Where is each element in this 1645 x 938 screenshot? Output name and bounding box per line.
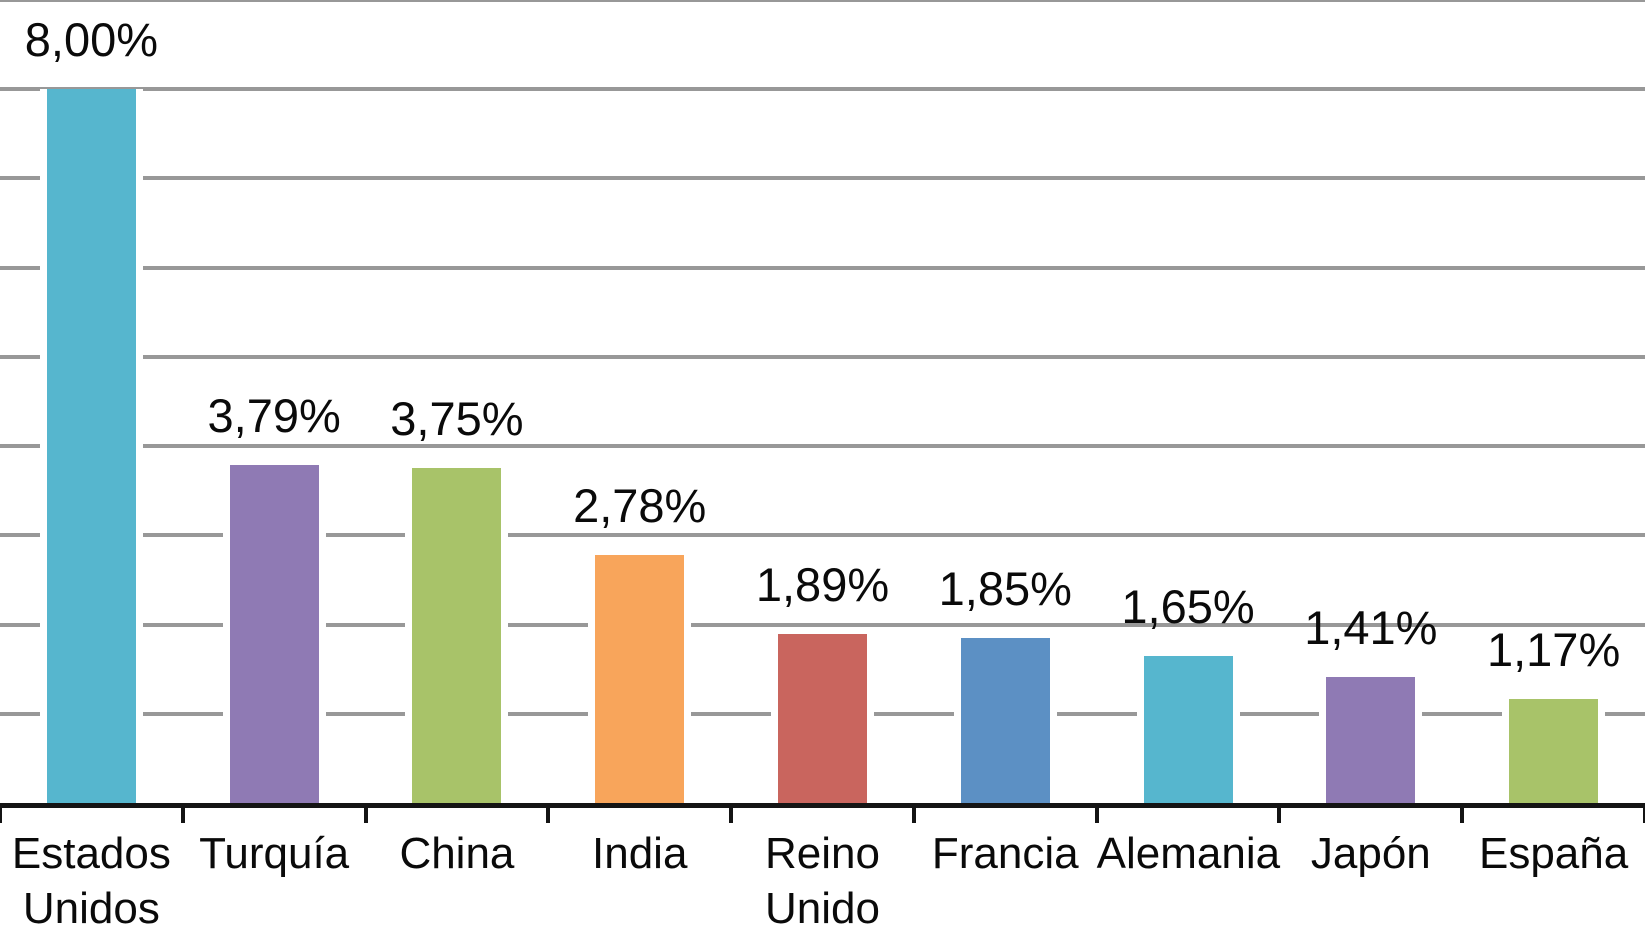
gridline-2pct [0,622,1645,627]
gridline-3pct [0,533,1645,538]
value-label-turquia: 3,79% [207,388,341,442]
x-axis-tick-3 [546,808,551,823]
value-label-espana: 1,17% [1486,622,1621,676]
x-axis-tick-0 [0,808,2,823]
x-axis-tick-1 [180,808,185,823]
x-axis-tick-6 [1094,808,1099,823]
x-axis-tick-2 [363,808,368,823]
gridline-4pct [0,444,1645,449]
category-label-alemania: Alemania [1096,829,1281,878]
category-label-japon: Japón [1310,829,1431,878]
value-label-japon: 1,41% [1304,601,1438,655]
value-label-india: 2,78% [573,478,707,532]
value-label-alemania: 1,65% [1121,579,1255,633]
bar-reino-unido [771,634,874,803]
plot-area: 8,00% 3,79% 3,75% 2,78% 1,89% 1,85% 1,65% 1,41%… [0,0,1645,808]
gridline-5pct [0,354,1645,359]
value-label-china: 3,75% [390,392,524,446]
category-label-china: China [399,829,515,878]
gridline-9pct [0,0,1645,2]
category-label-turquia: Turquía [199,829,350,878]
x-axis-labels: Estados Unidos Turquía China India Reino Uni… [0,826,1645,938]
value-label-reino-unido: 1,89% [755,558,890,612]
x-axis-ticks [0,808,1645,823]
bar-china [405,468,509,803]
category-label-espana: España [1478,829,1629,878]
x-axis-tick-5 [911,808,916,823]
gridline-6pct [0,265,1645,270]
x-axis-tick-4 [729,808,734,823]
category-label-estados-unidos: Estados Unidos [11,829,171,933]
bar-francia [953,637,1057,803]
bar-turquia [222,464,326,803]
bar-japon [1319,677,1423,803]
value-label-estados-unidos: 8,00% [24,13,159,67]
category-label-reino-unido: Reino Unido [765,829,880,933]
x-axis-tick-7 [1277,808,1282,823]
x-axis-tick-9 [1643,808,1645,823]
bar-espana [1502,698,1606,803]
x-axis-tick-8 [1460,808,1465,823]
gridline-8pct [0,87,1645,92]
value-label-francia: 1,85% [938,561,1072,615]
category-label-india: India [592,829,688,878]
bar-alemania [1136,655,1240,803]
category-label-francia: Francia [931,829,1079,878]
gridline-7pct [0,176,1645,181]
bar-estados-unidos [39,89,143,803]
bar-india [588,554,692,803]
